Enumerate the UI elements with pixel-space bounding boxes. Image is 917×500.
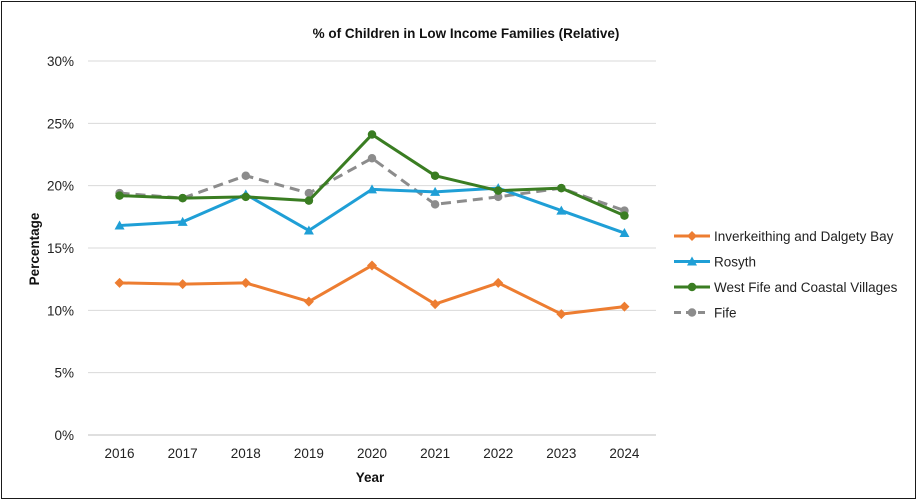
legend: Inverkeithing and Dalgety Bay Rosyth West … [674,229,898,321]
data-point [620,211,629,220]
data-point [241,192,251,202]
data-point [367,260,377,271]
y-tick-label: 20% [47,179,74,194]
series-0 [114,260,630,320]
x-tick-label: 2019 [294,446,324,461]
data-point [303,225,314,235]
x-tick-label: 2021 [420,446,450,461]
chart-title: % of Children in Low Income Families (Re… [313,26,620,41]
legend-label: West Fife and Coastal Villages [714,280,898,295]
x-axis-label: Year [356,470,385,485]
series-1 [114,183,630,238]
data-point [430,299,441,310]
data-point [619,228,630,238]
y-axis-ticks: 0% 5% 10% 15% 20% 25% 30% [47,54,74,443]
legend-marker [687,282,697,292]
y-tick-label: 25% [47,116,74,131]
y-tick-label: 15% [47,241,74,256]
x-tick-label: 2024 [609,446,640,461]
series-line [119,133,626,217]
series-line [119,156,625,213]
data-point [430,171,440,180]
data-point [367,153,377,163]
series-2 [115,130,629,220]
data-point [430,200,440,209]
data-point [430,186,441,196]
legend-label: Inverkeithing and Dalgety Bay [714,229,894,244]
series-line [119,263,625,316]
data-point [240,277,251,288]
data-point [115,191,124,200]
legend-label: Fife [714,306,737,321]
legend-item: Fife [674,306,737,321]
x-tick-label: 2022 [483,446,513,461]
data-point [177,216,188,226]
y-tick-label: 0% [54,428,74,443]
legend-item: Inverkeithing and Dalgety Bay [674,229,894,244]
data-point [557,183,566,193]
y-tick-label: 10% [47,303,74,318]
legend-item: West Fife and Coastal Villages [674,280,898,295]
legend-marker [687,231,697,241]
legend-marker [687,256,697,266]
y-tick-label: 5% [54,366,74,381]
data-point [177,279,188,290]
data-point [619,301,630,312]
data-point [493,186,503,195]
legend-marker [687,308,697,317]
data-point [367,130,377,139]
data-point [556,205,567,215]
y-axis-label: Percentage [27,212,42,285]
data-point [241,171,251,180]
legend-item: Rosyth [674,255,756,270]
x-tick-label: 2016 [105,446,135,461]
data-point [556,309,567,320]
data-point [493,277,504,288]
x-tick-label: 2020 [357,446,387,461]
x-tick-label: 2023 [546,446,576,461]
y-tick-label: 30% [47,54,74,69]
data-point [493,192,503,202]
data-point [178,193,187,203]
x-tick-label: 2017 [168,446,198,461]
data-point [304,188,314,198]
x-tick-label: 2018 [231,446,261,461]
gridlines [88,60,656,436]
data-point [114,277,125,288]
x-axis-ticks: 2016 2017 2018 2019 2020 2021 2022 2023 2024 [105,446,640,461]
data-point [114,220,125,230]
series-line [119,186,625,235]
data-point [303,296,314,307]
data-point [304,196,314,205]
series-layer [114,130,630,320]
legend-label: Rosyth [714,255,756,270]
data-point [367,184,377,194]
